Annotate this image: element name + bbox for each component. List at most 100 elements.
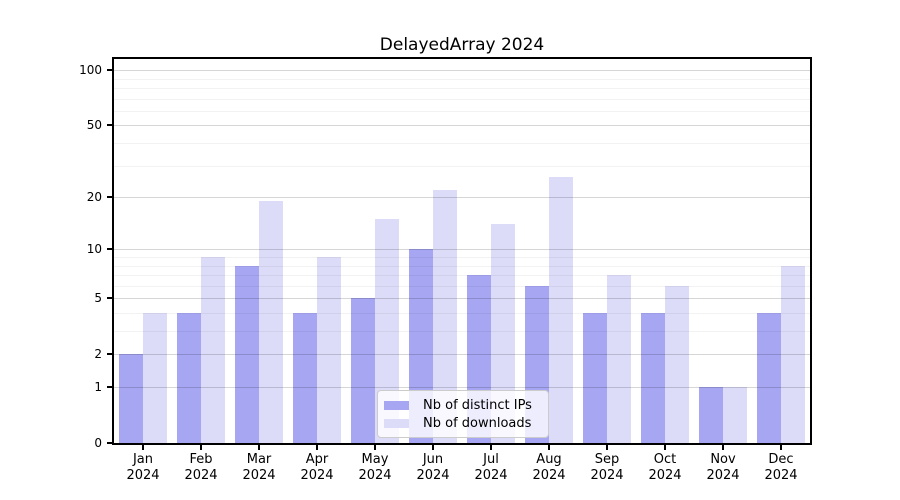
x-tick-label-jul: Jul 2024 [463, 452, 519, 484]
minor-gridline-4 [114, 312, 810, 314]
x-tick-mark-nov [722, 445, 724, 450]
bar-downloads-dec [781, 265, 805, 443]
minor-gridline-60 [114, 110, 810, 112]
x-tick-mark-oct [664, 445, 666, 450]
bar-distinct-ips-oct [641, 313, 665, 443]
x-tick-month: May [361, 452, 389, 467]
x-tick-year: 2024 [532, 468, 566, 483]
major-gridline-2 [114, 354, 810, 356]
minor-gridline-80 [114, 88, 810, 89]
y-tick-mark-20 [107, 196, 112, 198]
y-tick-label-20: 20 [86, 190, 102, 205]
x-tick-year: 2024 [184, 468, 218, 483]
x-tick-mark-mar [258, 445, 260, 450]
minor-gridline-6 [114, 285, 810, 287]
major-gridline-5 [114, 298, 810, 300]
x-tick-year: 2024 [474, 468, 508, 483]
major-gridline-100 [114, 70, 810, 72]
minor-gridline-8 [114, 265, 810, 267]
bar-downloads-sep [607, 275, 631, 443]
x-tick-label-jan: Jan 2024 [115, 452, 171, 484]
x-tick-label-may: May 2024 [347, 452, 403, 484]
bar-downloads-aug [549, 176, 573, 443]
minor-gridline-30 [114, 165, 810, 167]
x-tick-mark-jul [490, 445, 492, 450]
x-tick-year: 2024 [706, 468, 740, 483]
major-gridline-20 [114, 197, 810, 199]
y-tick-mark-5 [107, 297, 112, 299]
bar-distinct-ips-jan [119, 354, 143, 443]
bar-distinct-ips-feb [177, 313, 201, 443]
y-tick-mark-2 [107, 353, 112, 355]
bar-downloads-apr [317, 257, 341, 443]
x-tick-mark-apr [316, 445, 318, 450]
plot-area: Nb of distinct IPs Nb of downloads [112, 57, 812, 445]
x-tick-mark-jan [142, 445, 144, 450]
x-tick-label-dec: Dec 2024 [753, 452, 809, 484]
x-tick-month: Jun [422, 452, 444, 467]
major-gridline-1 [114, 387, 810, 388]
y-tick-label-1: 1 [94, 380, 102, 394]
bar-downloads-oct [665, 285, 689, 443]
x-tick-year: 2024 [416, 468, 450, 483]
y-tick-mark-1 [107, 386, 112, 388]
x-tick-label-apr: Apr 2024 [289, 452, 345, 484]
x-tick-mark-sep [606, 445, 608, 450]
minor-gridline-70 [114, 98, 810, 100]
x-tick-month: Aug [536, 452, 562, 467]
y-tick-label-5: 5 [94, 291, 102, 306]
y-tick-label-0: 0 [94, 436, 102, 450]
chart-title: DelayedArray 2024 [379, 35, 545, 55]
x-tick-mark-jun [432, 445, 434, 450]
legend-label-distinct-ips: Nb of distinct IPs [423, 397, 532, 413]
x-tick-month: Jan [132, 452, 154, 467]
minor-gridline-3 [114, 331, 810, 332]
x-tick-mark-feb [200, 445, 202, 450]
x-tick-label-mar: Mar 2024 [231, 452, 287, 484]
x-tick-label-aug: Aug 2024 [521, 452, 577, 484]
x-tick-year: 2024 [590, 468, 624, 483]
plot-inner [114, 59, 810, 443]
minor-gridline-90 [114, 78, 810, 80]
bar-distinct-ips-mar [235, 265, 259, 443]
major-gridline-50 [114, 125, 810, 127]
x-tick-year: 2024 [358, 468, 392, 483]
x-tick-mark-aug [548, 445, 550, 450]
bar-downloads-nov [723, 387, 747, 443]
x-tick-mark-dec [780, 445, 782, 450]
bar-distinct-ips-apr [293, 313, 317, 443]
x-tick-month: Sep [594, 452, 620, 467]
x-tick-year: 2024 [764, 468, 798, 483]
y-tick-label-2: 2 [94, 347, 102, 362]
bar-distinct-ips-dec [757, 313, 781, 443]
x-tick-label-sep: Sep 2024 [579, 452, 635, 484]
minor-gridline-40 [114, 143, 810, 144]
x-tick-year: 2024 [126, 468, 160, 483]
minor-gridline-9 [114, 256, 810, 258]
minor-gridline-7 [114, 275, 810, 277]
y-tick-mark-10 [107, 248, 112, 250]
x-tick-year: 2024 [300, 468, 334, 483]
x-tick-month: Oct [653, 452, 677, 467]
legend-item-downloads: Nb of downloads [384, 414, 541, 432]
bar-downloads-mar [259, 201, 283, 443]
bar-distinct-ips-may [351, 298, 375, 443]
x-tick-mark-may [374, 445, 376, 450]
bar-distinct-ips-sep [583, 313, 607, 443]
x-tick-label-nov: Nov 2024 [695, 452, 751, 484]
x-tick-month: Dec [768, 452, 794, 467]
y-tick-label-100: 100 [79, 63, 102, 78]
major-gridline-10 [114, 249, 810, 251]
bar-downloads-jan [143, 313, 167, 443]
y-tick-mark-50 [107, 124, 112, 126]
y-tick-label-50: 50 [86, 118, 102, 133]
y-tick-mark-0 [107, 442, 112, 444]
legend-swatch-downloads [384, 418, 409, 428]
x-tick-label-jun: Jun 2024 [405, 452, 461, 484]
x-tick-month: Feb [189, 452, 213, 467]
x-tick-month: Mar [246, 452, 272, 467]
legend-label-downloads: Nb of downloads [423, 415, 532, 431]
legend-swatch-distinct-ips [384, 400, 409, 410]
x-tick-month: Apr [305, 452, 329, 467]
